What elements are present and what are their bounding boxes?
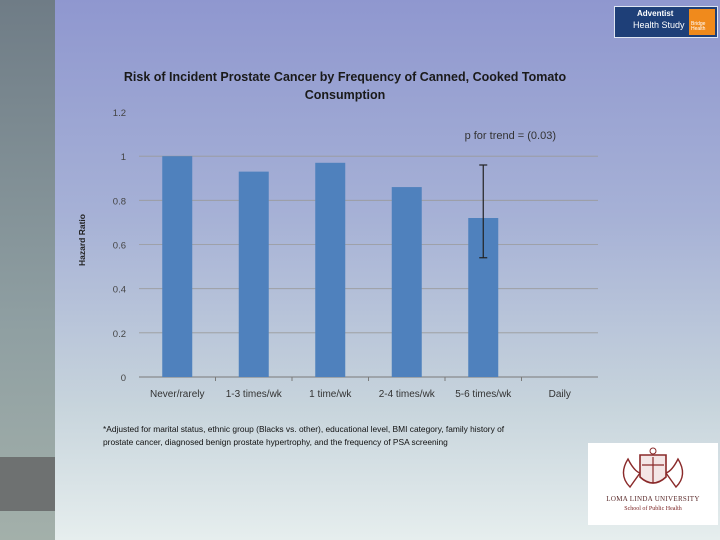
bar-never-rarely	[162, 156, 193, 377]
left-decorative-strip	[0, 0, 55, 540]
llu-school: School of Public Health	[624, 506, 682, 512]
y-tick-label: 0.8	[113, 196, 126, 207]
chart-title-line1: Risk of Incident Prostate Cancer by Freq…	[124, 70, 567, 84]
footnote-line1: *Adjusted for marital status, ethnic gro…	[103, 424, 505, 434]
left-decorative-block	[0, 457, 55, 511]
chart-title-line2: Consumption	[305, 88, 386, 102]
ahs-logo-line1: Adventist	[637, 9, 674, 18]
y-tick-label: 0.2	[113, 329, 126, 340]
x-tick-label: 5-6 times/wk	[455, 389, 512, 400]
adventist-health-study-logo: Adventist Health Study Bridge Health	[614, 6, 718, 38]
bar-1-3-times-wk	[238, 171, 269, 377]
y-tick-label: 0	[121, 373, 126, 384]
llu-name: LOMA LINDA UNIVERSITY	[606, 495, 700, 503]
ahs-logo-line3: Bridge Health	[691, 21, 706, 32]
x-tick-label: 1-3 times/wk	[226, 389, 283, 400]
y-tick-label: 0.4	[113, 285, 126, 296]
y-tick-label: 0.6	[113, 241, 126, 252]
x-tick-label: 1 time/wk	[309, 389, 352, 400]
bar-2-4-times-wk	[391, 187, 422, 377]
x-tick-label: Daily	[549, 389, 571, 400]
y-axis-label: Hazard Ratio	[77, 214, 87, 266]
y-tick-label: 1.2	[113, 108, 126, 119]
y-tick-label: 1	[121, 152, 126, 163]
ahs-logo-line2: Health Study	[633, 20, 685, 30]
ahs-logo-orange-square	[689, 9, 715, 35]
loma-linda-university-logo: LOMA LINDA UNIVERSITY School of Public H…	[588, 443, 718, 525]
x-tick-label: 2-4 times/wk	[379, 389, 436, 400]
p-trend-annotation: p for trend = (0.03)	[465, 130, 556, 142]
footnote-line2: prostate cancer, diagnosed benign prosta…	[103, 437, 448, 447]
llu-crest-icon	[622, 447, 684, 489]
x-tick-label: Never/rarely	[150, 389, 204, 400]
bar-1-time-wk	[315, 162, 346, 377]
